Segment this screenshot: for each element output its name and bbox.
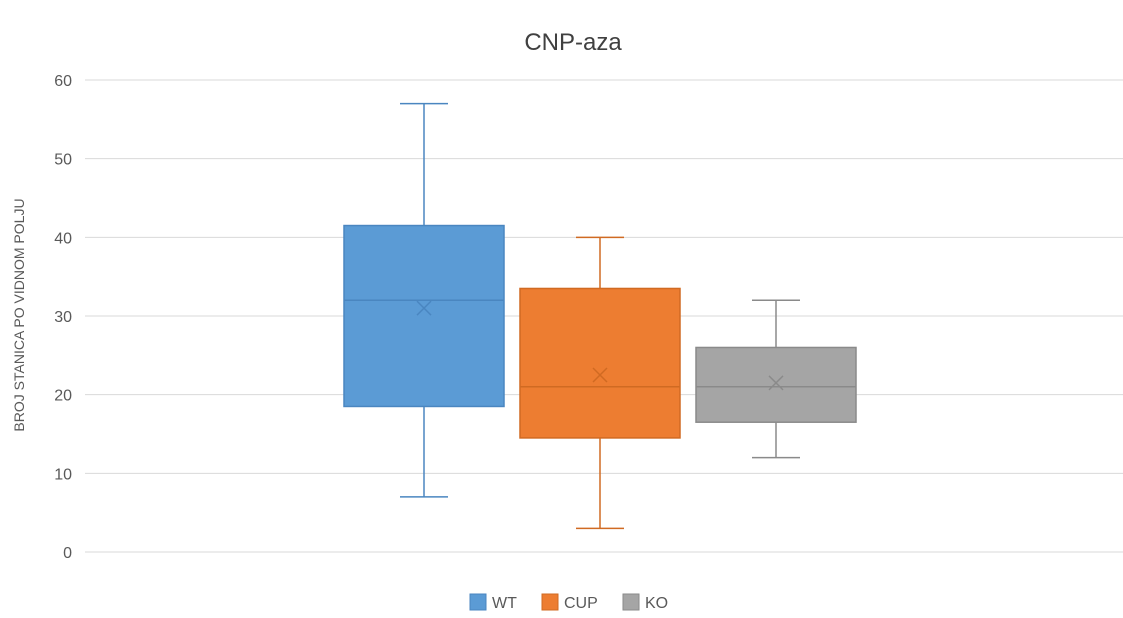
y-axis-label: BROJ STANICA PO VIDNOM POLJU: [11, 198, 27, 431]
mean-marker-b: [768, 375, 784, 391]
y-tick-label: 0: [63, 545, 72, 562]
y-tick-label: 60: [54, 73, 72, 90]
y-tick-label: 10: [54, 466, 72, 483]
chart-title: CNP-aza: [524, 29, 622, 56]
box-series: [343, 102, 857, 530]
box-iqr: [695, 346, 857, 423]
box-cup: [519, 236, 681, 530]
legend-label-wt: WT: [492, 595, 517, 612]
mean-marker-b: [416, 300, 432, 316]
legend-swatch-ko: [622, 593, 640, 611]
mean-marker-b: [592, 367, 608, 383]
legend-label-ko: KO: [645, 595, 668, 612]
y-tick-label: 20: [54, 388, 72, 405]
legend-label-cup: CUP: [564, 595, 598, 612]
legend-swatch-cup: [541, 593, 559, 611]
y-tick-labels: 0 10 20 30 40 50 60: [54, 73, 72, 562]
legend-swatch-wt: [469, 593, 487, 611]
box-iqr: [519, 287, 681, 439]
y-tick-label: 50: [54, 152, 72, 169]
box-iqr: [343, 224, 505, 408]
y-tick-label: 30: [54, 309, 72, 326]
legend: WT CUP KO: [469, 593, 668, 612]
box-wt: [343, 102, 505, 498]
y-tick-label: 40: [54, 230, 72, 247]
box-ko: [695, 299, 857, 459]
